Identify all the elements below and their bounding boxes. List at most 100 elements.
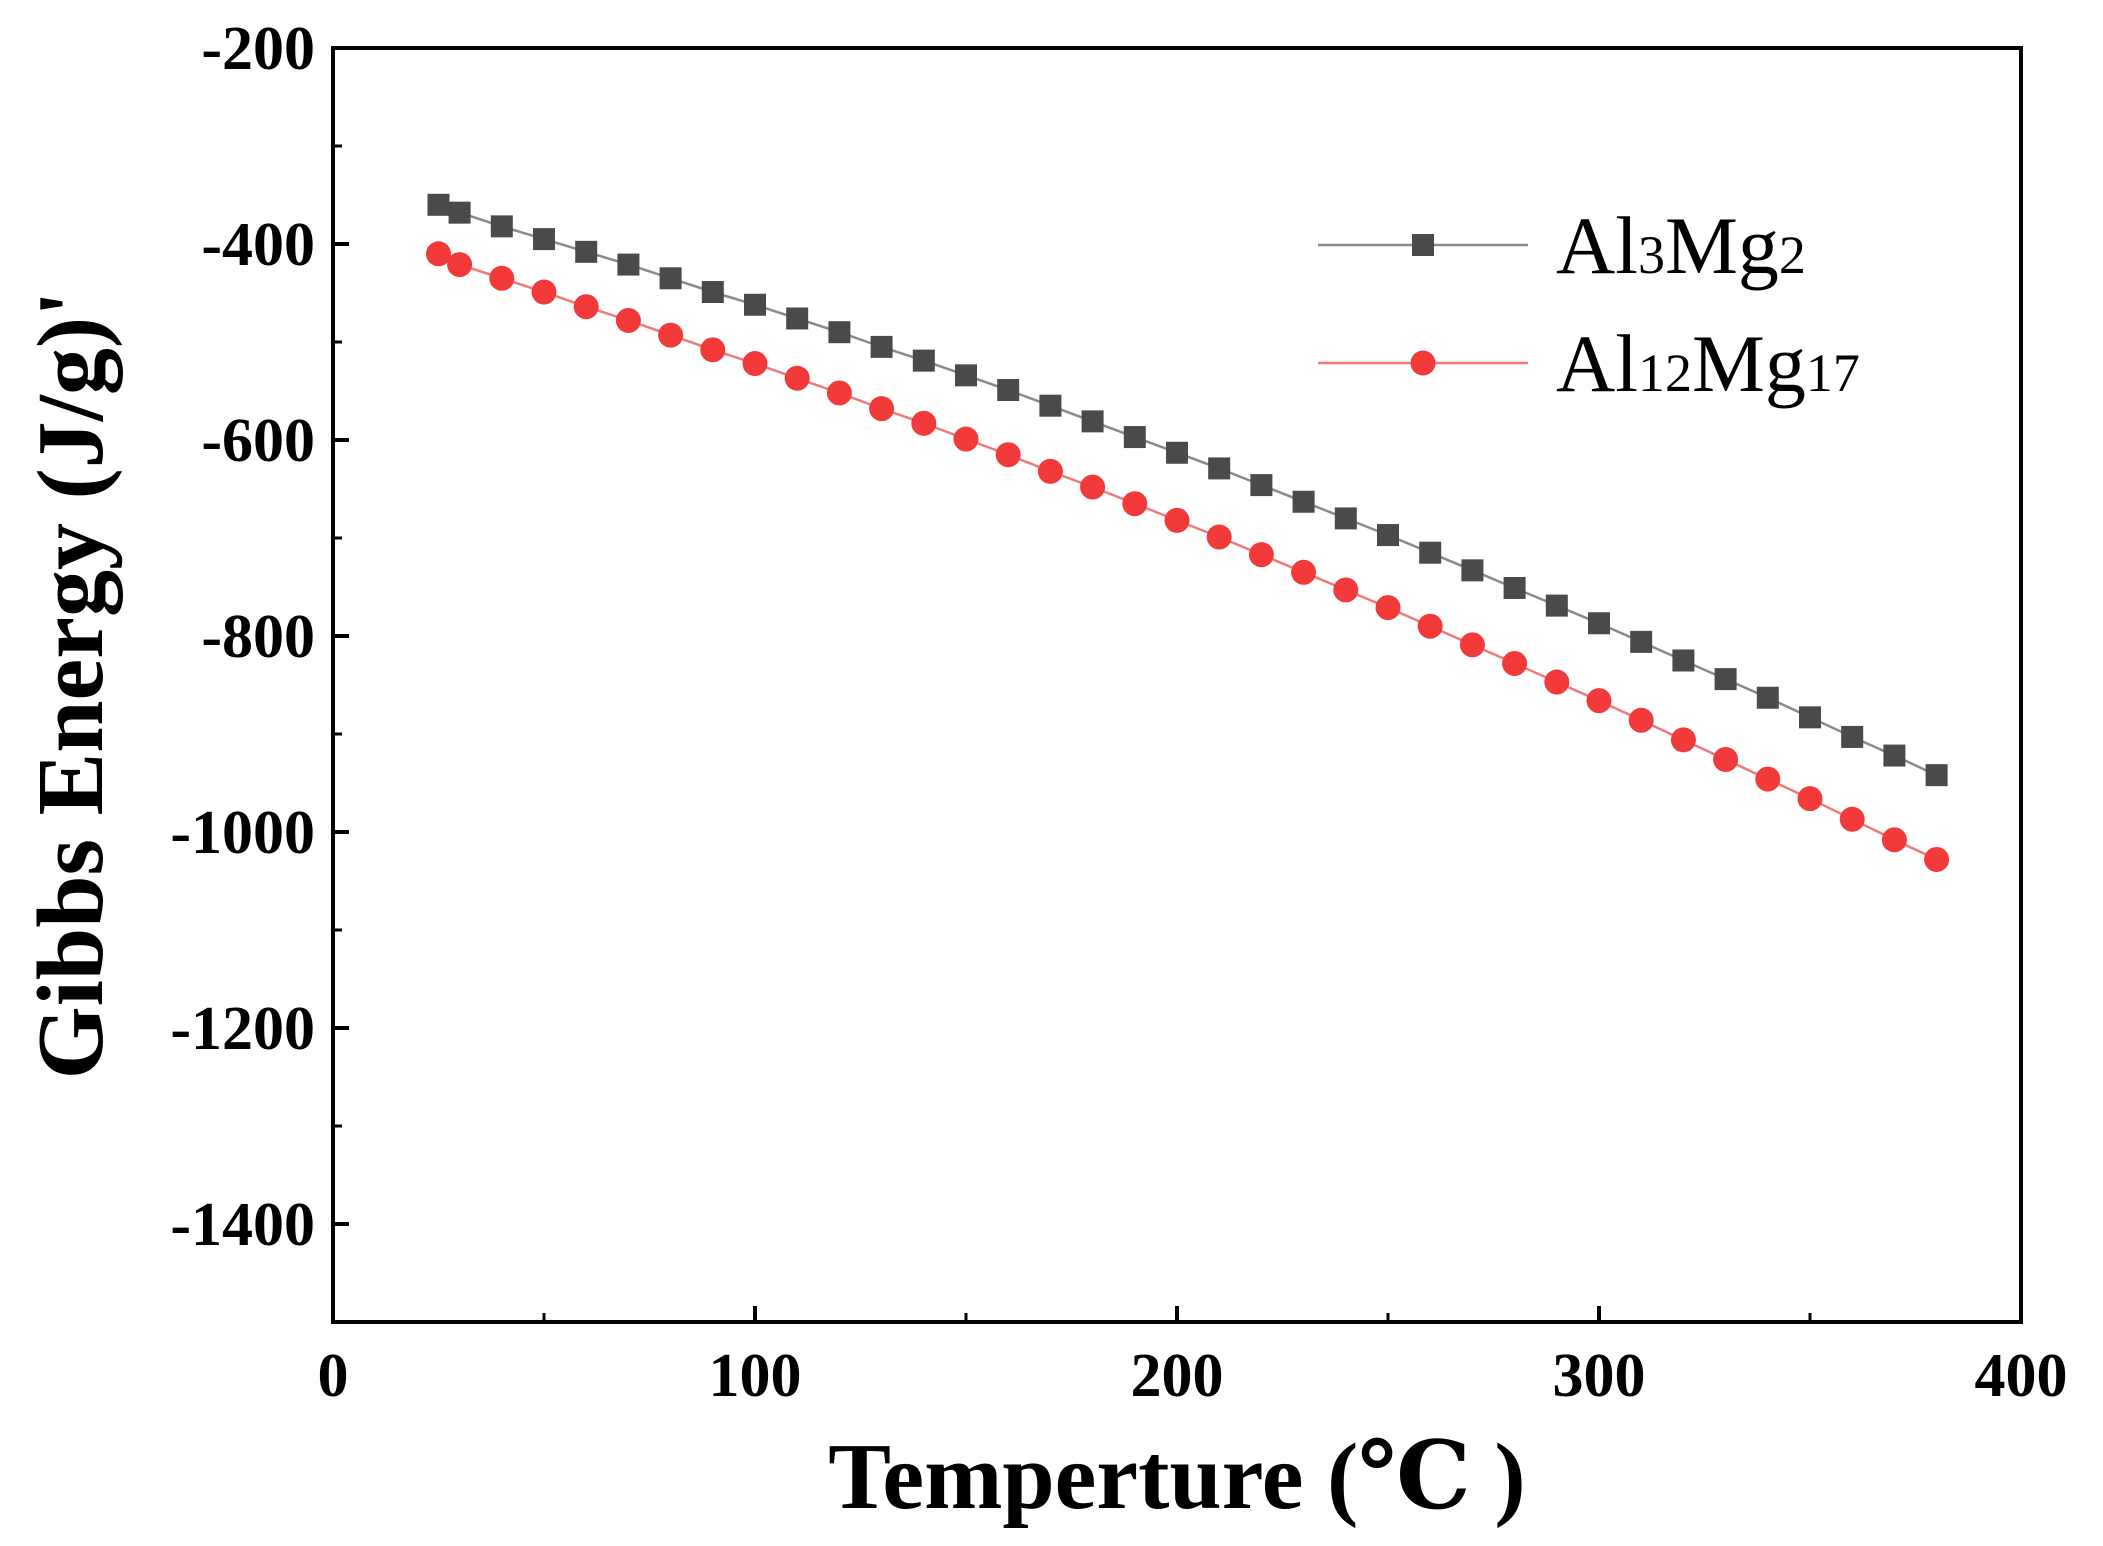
data-point (1377, 524, 1399, 547)
series-Al12Mg17 (426, 241, 1950, 872)
data-point (1670, 727, 1696, 753)
data-point (1881, 827, 1907, 853)
data-point (1883, 744, 1906, 767)
data-point (658, 322, 684, 348)
data-point (701, 281, 724, 304)
data-point (1123, 426, 1146, 449)
data-point (1924, 846, 1950, 872)
data-point (1081, 410, 1104, 433)
data-point (1630, 630, 1653, 653)
legend-entry: Al3Mg2 (1318, 200, 1806, 291)
legend-marker (1410, 350, 1436, 376)
data-point (1672, 649, 1695, 672)
data-point (700, 337, 726, 363)
data-point (1206, 524, 1232, 550)
x-tick-label: 0 (318, 1342, 349, 1410)
data-point (1166, 441, 1188, 464)
data-point (531, 279, 557, 305)
data-point (828, 321, 851, 344)
data-point (1419, 541, 1442, 564)
axis-ticks: 0 100 200 300 400 -200 -400 -600 -800 -1000 -1200 -… (170, 15, 2067, 1410)
legend-label: Al3Mg2 (1556, 200, 1806, 291)
data-point (490, 215, 513, 238)
data-point (573, 294, 599, 320)
data-point (744, 293, 766, 316)
data-point (489, 265, 515, 291)
legend-marker (1412, 234, 1434, 256)
legend-entry: Al12Mg17 (1318, 318, 1860, 409)
y-tick-label: -1400 (170, 1191, 315, 1259)
data-point (1292, 490, 1315, 513)
data-point (1799, 706, 1821, 729)
data-point (912, 349, 935, 372)
y-tick-label: -800 (201, 603, 315, 671)
series-Al3Mg2 (427, 193, 1948, 787)
data-point (447, 252, 473, 278)
data-point (997, 379, 1020, 402)
data-point (1080, 474, 1106, 500)
y-tick-label: -1200 (170, 995, 315, 1063)
data-point (786, 307, 809, 330)
data-point (1502, 650, 1528, 676)
data-point (1164, 507, 1190, 533)
data-point (1544, 669, 1570, 695)
data-point (1417, 613, 1443, 639)
data-point (742, 351, 768, 377)
data-point (784, 365, 810, 391)
y-axis-title: Gibbs Energy (J/g)' (19, 291, 123, 1080)
data-point (426, 241, 451, 267)
data-point (533, 228, 555, 251)
data-point (1628, 707, 1654, 733)
x-axis-title: Temperture (℃ ) (828, 1425, 1525, 1529)
data-point (1122, 491, 1148, 517)
x-tick-label: 300 (1553, 1342, 1646, 1410)
data-point (1714, 668, 1737, 691)
data-point (1333, 577, 1359, 603)
data-point (1208, 457, 1231, 480)
data-point (1334, 507, 1357, 530)
data-point (1459, 632, 1485, 658)
data-point (995, 442, 1021, 468)
data-point (448, 201, 471, 224)
data-point (1248, 542, 1274, 568)
data-point (1755, 766, 1781, 792)
data-point (1375, 595, 1401, 621)
data-point (869, 396, 895, 422)
y-tick-label: -600 (201, 407, 315, 475)
data-point (1588, 612, 1610, 635)
data-point (1545, 594, 1568, 617)
data-point (1797, 786, 1823, 812)
x-tick-label: 200 (1131, 1342, 1224, 1410)
y-tick-label: -1000 (170, 799, 315, 867)
x-tick-label: 400 (1975, 1342, 2068, 1410)
data-point (1037, 458, 1063, 484)
data-point (1713, 746, 1739, 772)
data-point (575, 240, 598, 263)
y-tick-label: -400 (201, 211, 315, 279)
data-point (1291, 559, 1317, 585)
data-point (1503, 576, 1526, 599)
data-point (659, 267, 682, 290)
data-point (1039, 394, 1062, 417)
y-tick-label: -200 (201, 15, 315, 83)
data-point (1250, 474, 1273, 497)
data-point (953, 426, 979, 452)
data-point (1756, 686, 1779, 709)
data-point (1461, 559, 1484, 582)
data-point (1839, 806, 1865, 832)
data-point (870, 335, 893, 358)
data-point (427, 193, 450, 216)
data-point (955, 364, 977, 387)
data-point (617, 253, 640, 276)
legend: Al3Mg2 Al12Mg17 (1318, 200, 1860, 409)
data-point (826, 380, 852, 406)
data-point (1925, 764, 1948, 787)
data-point (1586, 688, 1612, 714)
data-point (1841, 725, 1864, 748)
legend-label: Al12Mg17 (1556, 318, 1860, 409)
x-tick-label: 100 (709, 1342, 802, 1410)
data-point (615, 307, 641, 333)
data-point (911, 410, 937, 436)
series-layer (426, 193, 1950, 872)
